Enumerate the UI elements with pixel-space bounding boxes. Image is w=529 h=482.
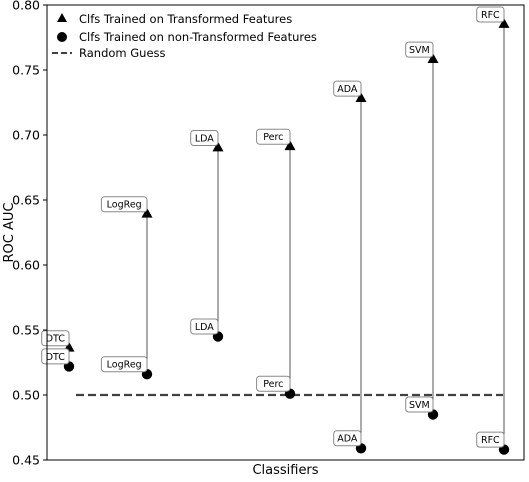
annotation-triangle-rfc: RFC [476, 6, 505, 23]
annotation-label: RFC [481, 10, 500, 21]
annotation-label: Perc [263, 379, 283, 390]
triangle-point-logreg [141, 207, 153, 218]
annotation-box [333, 80, 362, 97]
annotation-label: LDA [195, 133, 214, 144]
y-tick-label: 0.70 [12, 128, 40, 143]
triangle-point-ada [355, 92, 367, 102]
annotation-box [190, 130, 219, 146]
annotation-box [405, 41, 434, 58]
annotation-box [476, 431, 505, 448]
triangle-point-rfc [498, 17, 510, 28]
plot-frame [46, 4, 525, 461]
annotation-box [100, 196, 148, 213]
annotation-triangle-logreg: LogReg [100, 196, 148, 213]
annotation-box [476, 6, 505, 23]
annotation-box [41, 330, 70, 347]
annotation-box [100, 356, 148, 373]
triangle-marker-icon [57, 13, 67, 23]
connector-lines [68, 24, 505, 450]
annotation-label: Perc [263, 132, 283, 143]
y-tick-label: 0.75 [12, 63, 40, 78]
annotation-circle-svm: SVM [405, 396, 434, 413]
annotation-label: SVM [409, 45, 430, 56]
legend-item-non-transformed: Clfs Trained on non-Transformed Features [57, 30, 317, 44]
data-markers [63, 17, 510, 455]
annotation-triangle-ada: ADA [333, 80, 362, 97]
annotation-label: LDA [195, 322, 214, 333]
y-tick-label: 0.80 [12, 0, 40, 13]
annotation-box [256, 128, 291, 145]
legend-label: Random Guess [79, 46, 166, 60]
y-tick-label: 0.65 [12, 193, 40, 208]
triangle-point-perc [284, 140, 296, 151]
y-tick-label: 0.55 [12, 323, 40, 338]
circle-marker-icon [57, 32, 67, 42]
y-axis: 0.45 0.50 0.55 0.60 0.65 0.70 0.75 0.80 [12, 0, 47, 468]
x-axis-label: Classifiers [252, 463, 318, 478]
annotation-circle-lda: LDA [190, 318, 219, 335]
annotation-label: DTC [46, 352, 66, 363]
legend-item-transformed: Clfs Trained on Transformed Features [57, 12, 292, 26]
annotation-box [190, 318, 219, 335]
legend-item-random-guess: Random Guess [52, 46, 166, 60]
annotation-label: DTC [46, 334, 66, 345]
legend: Clfs Trained on Transformed Features Clf… [52, 12, 317, 60]
annotation-box [256, 375, 291, 392]
triangle-point-lda [212, 141, 224, 152]
annotation-circle-logreg: LogReg [100, 356, 148, 373]
annotation-box [41, 348, 70, 365]
triangle-point-svm [427, 53, 439, 63]
y-tick-label: 0.45 [12, 453, 40, 468]
annotation-box [333, 430, 362, 447]
annotation-triangle-lda: LDA [190, 130, 219, 146]
annotation-triangle-dtc: DTC [41, 330, 70, 347]
annotation-label: SVM [409, 400, 430, 411]
annotation-box [405, 396, 434, 413]
annotation-circle-ada: ADA [333, 430, 362, 447]
annotation-circle-dtc: DTC [41, 348, 70, 365]
annotation-label: ADA [337, 434, 358, 445]
annotation-circle-perc: Perc [256, 375, 291, 392]
annotation-label: ADA [337, 84, 358, 95]
annotation-label: LogReg [107, 360, 142, 371]
y-tick-label: 0.50 [12, 388, 40, 403]
annotation-label: LogReg [107, 200, 142, 211]
legend-label: Clfs Trained on Transformed Features [79, 12, 292, 26]
annotation-triangle-perc: Perc [256, 128, 291, 145]
legend-label: Clfs Trained on non-Transformed Features [79, 30, 317, 44]
annotation-triangle-svm: SVM [405, 41, 434, 58]
y-axis-label: ROC AUC [2, 203, 17, 263]
annotation-label: RFC [481, 435, 500, 446]
annotation-circle-rfc: RFC [476, 431, 505, 448]
point-annotations: DTC LogReg LDA Perc ADA SVM RFC DTC LogReg LDA Per… [41, 6, 505, 448]
y-tick-label: 0.60 [12, 258, 40, 273]
